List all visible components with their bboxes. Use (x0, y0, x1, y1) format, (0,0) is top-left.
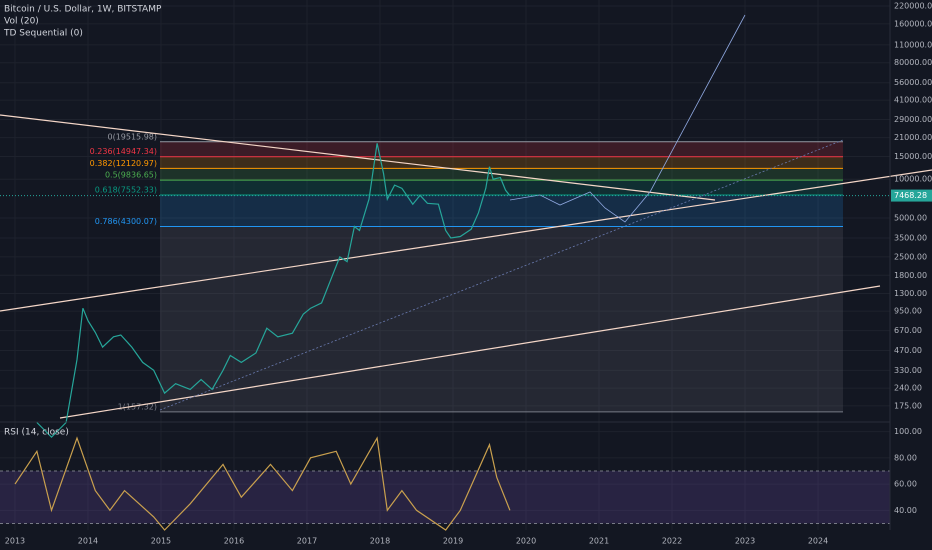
x-tick-label: 2015 (151, 537, 171, 546)
y-tick-label: 10000.00 (894, 175, 932, 184)
indicator-label: Vol (20) (4, 17, 39, 27)
trendline (159, 139, 844, 411)
y-tick-label: 56000.00 (894, 78, 932, 87)
y-tick-label: 40.00 (894, 506, 917, 515)
fib-zone (160, 194, 843, 227)
y-tick-label: 21000.00 (894, 133, 932, 142)
y-tick-label: 1300.00 (894, 289, 927, 298)
x-tick-label: 2023 (735, 537, 755, 546)
y-tick-label: 330.00 (894, 366, 922, 375)
x-tick-label: 2021 (589, 537, 609, 546)
x-tick-label: 2019 (443, 537, 463, 546)
fib-zone (160, 141, 843, 157)
fib-label: 0.236(14947.34) (90, 147, 157, 156)
series-line (36, 143, 511, 439)
y-tick-label: 3500.00 (894, 234, 927, 243)
x-tick-label: 2013 (5, 537, 25, 546)
trendline (0, 169, 932, 312)
y-tick-label: 15000.00 (894, 152, 932, 161)
x-tick-label: 2022 (662, 537, 682, 546)
projection-arrow (509, 14, 746, 223)
x-tick-label: 2016 (224, 537, 244, 546)
y-tick-label: 175.00 (894, 401, 922, 410)
y-tick-label: 670.00 (894, 326, 922, 335)
last-price-badge (891, 189, 932, 202)
indicator-label: RSI (14, close) (4, 428, 69, 438)
series-line (14, 436, 511, 531)
last-price-label: 7468.28 (894, 191, 927, 200)
y-tick-label: 240.00 (894, 384, 922, 393)
fib-label: 0.382(12120.97) (90, 159, 157, 168)
plot: 7468.28 (0, 143, 932, 531)
fib-zone (160, 226, 843, 412)
rsi-band (0, 470, 890, 524)
y-tick-label: 80000.00 (894, 58, 932, 67)
y-tick-label: 160000.00 (894, 19, 932, 28)
x-tick-label: 2014 (78, 537, 98, 546)
fib-label: 0.618(7552.33) (95, 185, 157, 194)
y-tick-label: 220000.00 (894, 2, 932, 11)
grid (0, 0, 890, 530)
fib-label: 1(157.32) (118, 402, 157, 411)
y-tick-label: 41000.00 (894, 96, 932, 105)
y-tick-label: 80.00 (894, 453, 917, 462)
x-tick-label: 2020 (516, 537, 536, 546)
trendline (0, 114, 716, 201)
x-tick-label: 2018 (370, 537, 390, 546)
y-tick-label: 60.00 (894, 480, 917, 489)
chart-title: Bitcoin / U.S. Dollar, 1W, BITSTAMP (4, 5, 162, 15)
y-tick-label: 950.00 (894, 307, 922, 316)
fib-zone (160, 156, 843, 169)
x-tick-label: 2024 (808, 537, 828, 546)
y-tick-label: 29000.00 (894, 115, 932, 124)
fib-label: 0.786(4300.07) (95, 217, 157, 226)
fib-zone (160, 180, 843, 195)
y-tick-label: 1800.00 (894, 271, 927, 280)
trendline (59, 285, 881, 419)
y-tick-label: 5000.00 (894, 214, 927, 223)
x-tick-label: 2017 (297, 537, 317, 546)
fibonacci: 0(19515.98) 0.236(14947.34) 0.382(12120.97… (90, 132, 843, 413)
y-tick-label: 100.00 (894, 427, 922, 436)
y-tick-label: 110000.00 (894, 40, 932, 49)
y-tick-label: 2500.00 (894, 252, 927, 261)
indicator-label: TD Sequential (0) (3, 29, 83, 39)
fib-label: 0(19515.98) (107, 132, 157, 141)
y-tick-label: 470.00 (894, 346, 922, 355)
fib-label: 0.5(9836.65) (105, 171, 157, 180)
